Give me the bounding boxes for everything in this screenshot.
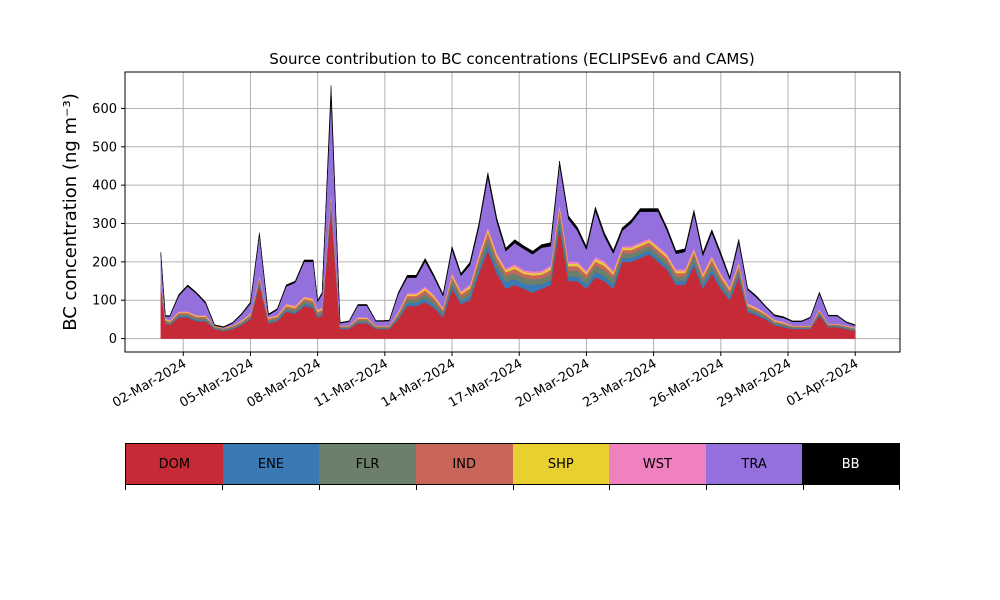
- y-axis-label: BC concentration (ng m⁻³): [60, 93, 81, 331]
- legend-cell-flr: FLR: [319, 444, 416, 484]
- legend-cell-dom: DOM: [126, 444, 223, 484]
- plot-border: [124, 71, 901, 353]
- legend-tick: [609, 485, 611, 490]
- x-tick-label: 08-Mar-2024: [244, 356, 323, 410]
- legend-tick: [318, 485, 320, 490]
- y-tick-label: 400: [92, 179, 117, 194]
- x-tick-label: 29-Mar-2024: [715, 356, 794, 410]
- legend-colorbar: DOM ENE FLR IND SHP WST TRA BB: [125, 443, 900, 485]
- y-tick-label: 0: [109, 332, 117, 347]
- y-axis-ticks: 0 100 200 300 400 500 600: [92, 102, 125, 347]
- chart-title: Source contribution to BC concentrations…: [269, 50, 754, 68]
- x-tick-label: 26-Mar-2024: [648, 356, 727, 410]
- x-tick-label: 14-Mar-2024: [379, 356, 458, 410]
- legend-tick: [125, 485, 126, 490]
- legend-ticks: [125, 485, 900, 491]
- y-tick-label: 300: [92, 217, 117, 232]
- area-series-bb: [160, 85, 856, 328]
- x-tick-label: 01-Apr-2024: [784, 356, 861, 409]
- y-tick-label: 500: [92, 140, 117, 155]
- legend-tick: [512, 485, 514, 490]
- legend-tick: [899, 485, 900, 490]
- legend-cell-tra: TRA: [705, 444, 803, 484]
- x-tick-label: 02-Mar-2024: [110, 356, 189, 410]
- y-tick-label: 200: [92, 255, 117, 270]
- legend-cell-ene: ENE: [222, 444, 320, 484]
- legend-tick: [221, 485, 223, 490]
- y-tick-label: 600: [92, 102, 117, 117]
- x-tick-label: 17-Mar-2024: [446, 356, 525, 410]
- x-axis-ticks: 02-Mar-202405-Mar-202408-Mar-202411-Mar-…: [110, 352, 861, 411]
- plot-frame: [124, 71, 901, 353]
- x-tick-label: 23-Mar-2024: [580, 356, 659, 410]
- legend-tick: [803, 485, 805, 490]
- legend-cell-bb: BB: [802, 444, 899, 484]
- x-tick-label: 11-Mar-2024: [312, 356, 391, 410]
- legend-cell-shp: SHP: [512, 444, 610, 484]
- y-tick-label: 100: [92, 294, 117, 309]
- x-tick-label: 05-Mar-2024: [177, 356, 256, 410]
- legend-tick: [706, 485, 708, 490]
- legend-cell-wst: WST: [609, 444, 706, 484]
- x-tick-label: 20-Mar-2024: [513, 356, 592, 410]
- legend-tick: [415, 485, 417, 490]
- legend-cell-ind: IND: [415, 444, 513, 484]
- stacked-areas: [160, 85, 856, 339]
